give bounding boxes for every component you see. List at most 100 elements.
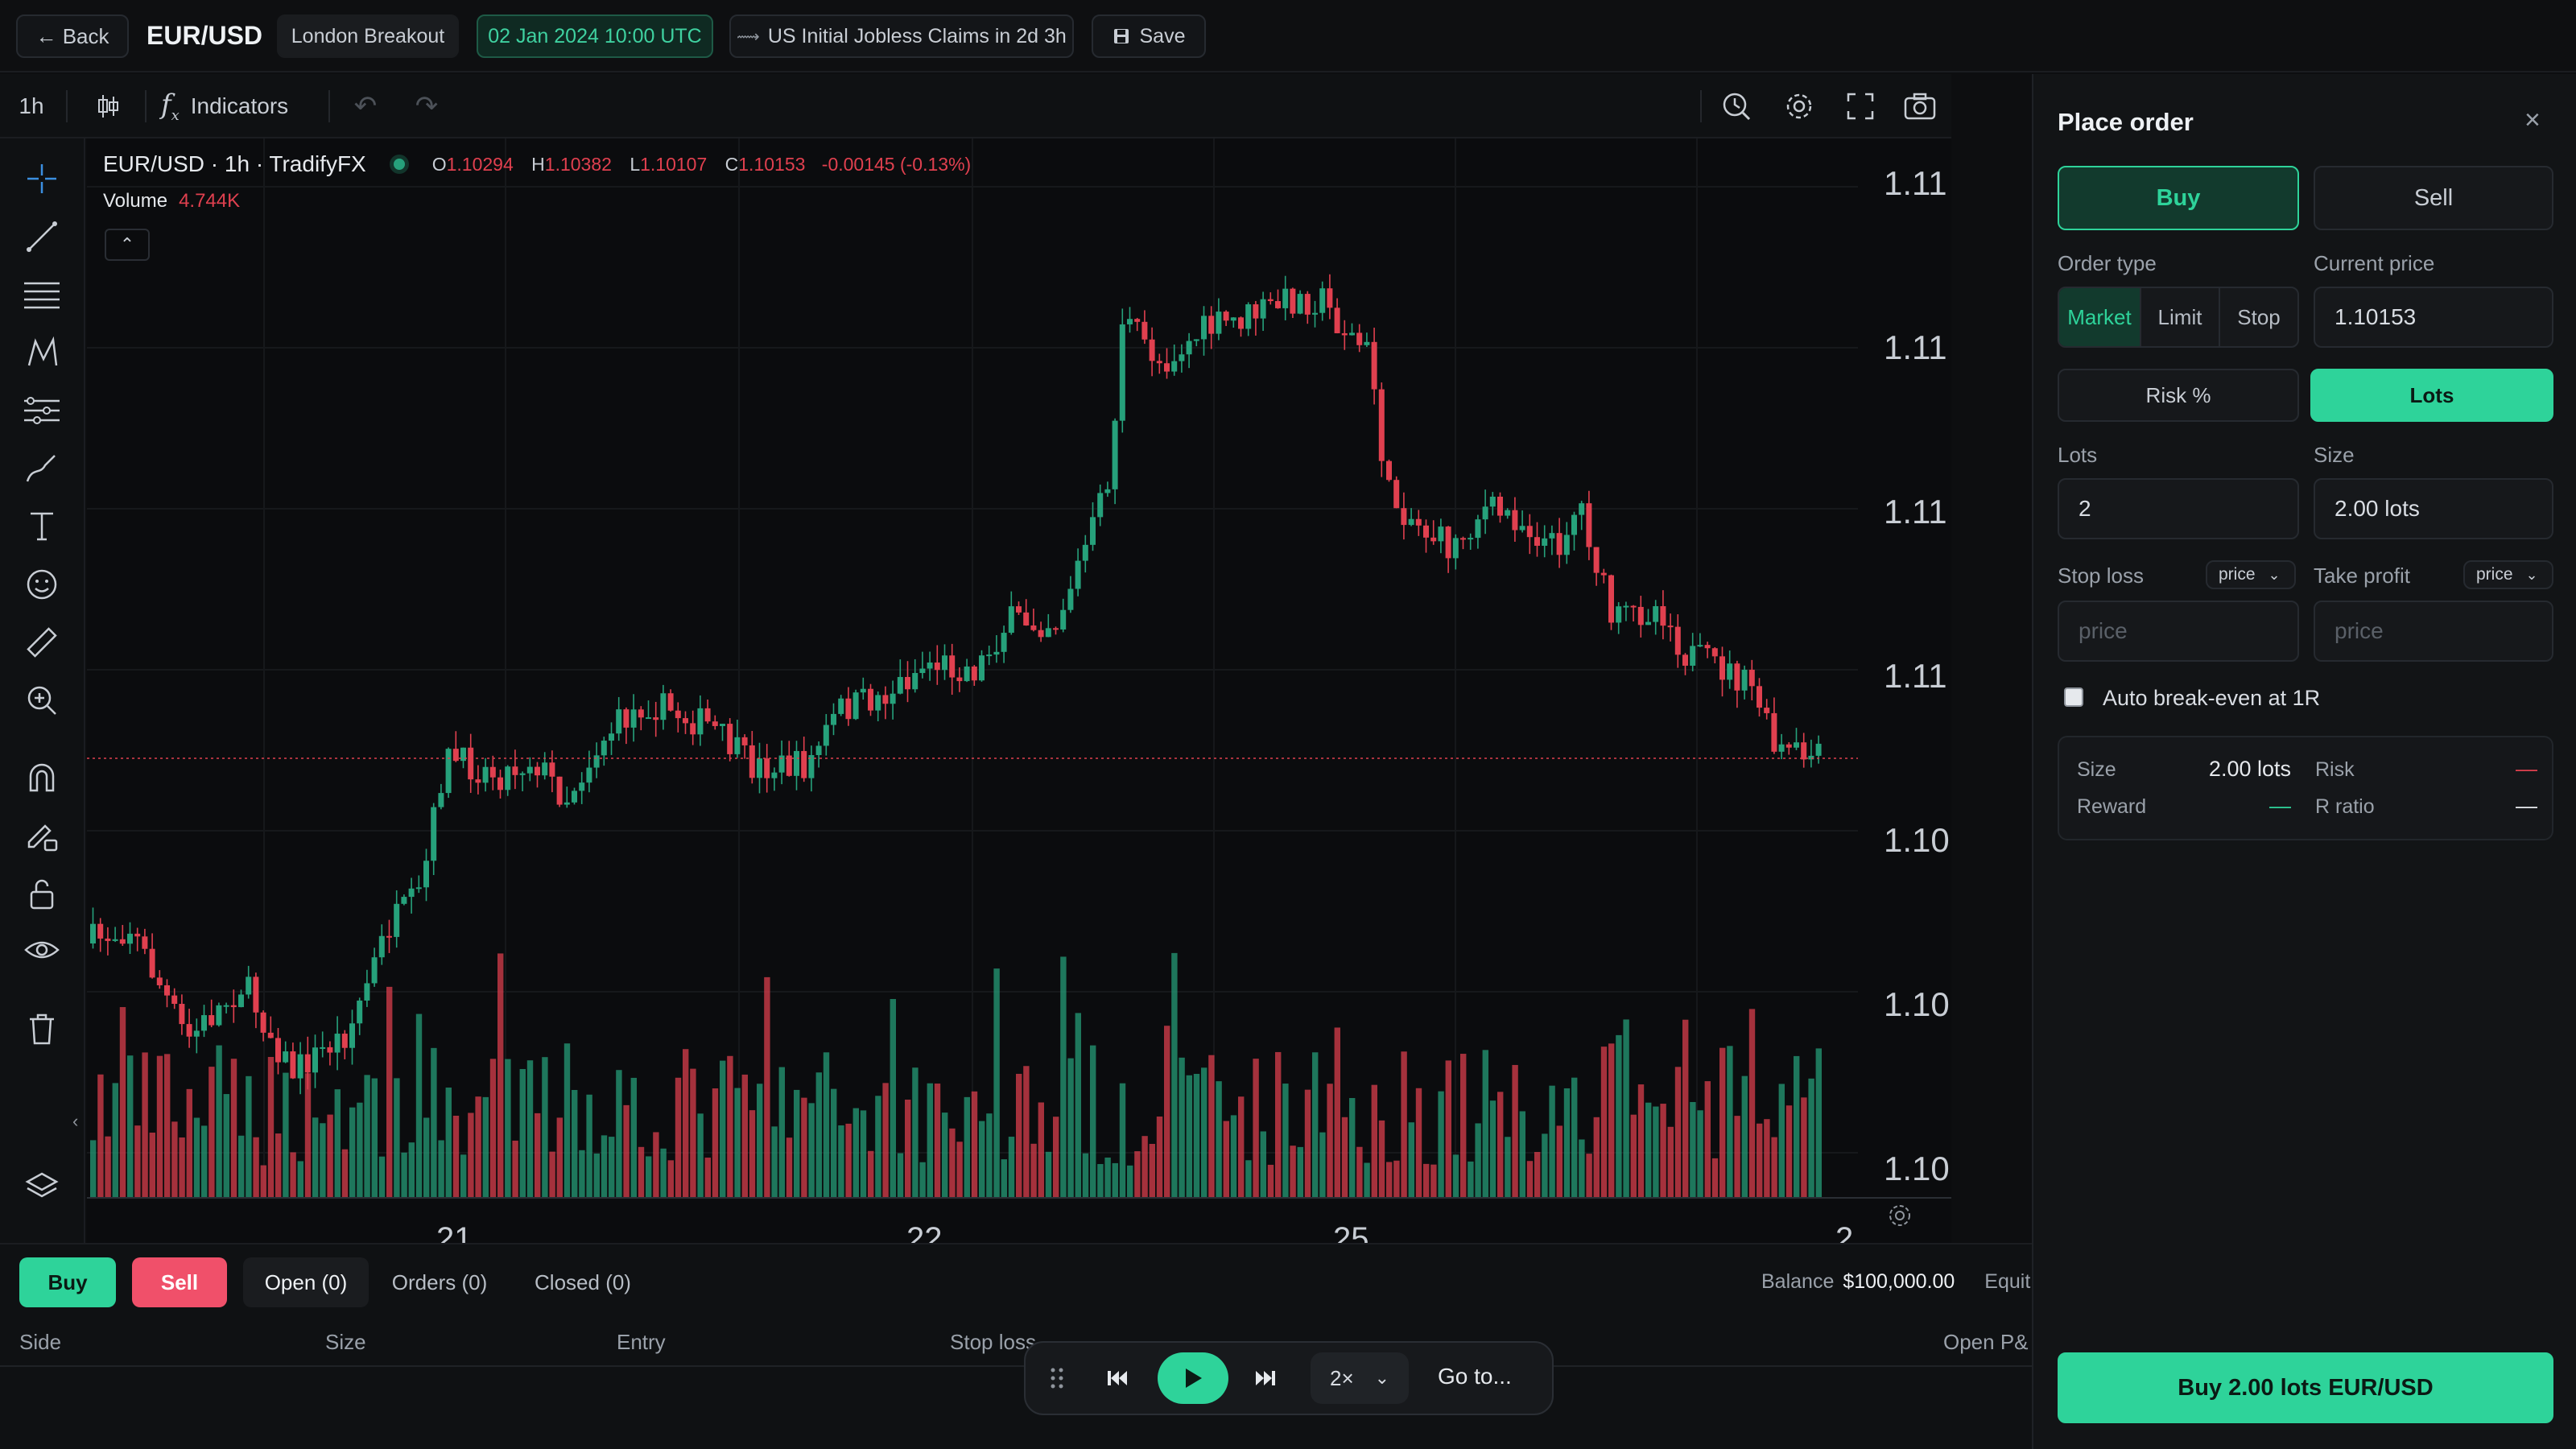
goto-button[interactable]: Go to...: [1438, 1364, 1512, 1389]
order-type-limit[interactable]: Limit: [2140, 288, 2219, 346]
volume-bar: [971, 1091, 978, 1198]
current-price-field[interactable]: 1.10153: [2314, 287, 2553, 348]
step-forward-button[interactable]: [1251, 1364, 1280, 1393]
settings-button[interactable]: [1779, 74, 1819, 138]
back-button[interactable]: ← Back: [16, 14, 129, 58]
settings-small-icon: [1889, 1205, 1910, 1226]
delete-tool[interactable]: [18, 1005, 66, 1053]
price-tick-label: 1.11: [1884, 493, 1947, 530]
lock-drawing-tool[interactable]: [18, 811, 66, 860]
screenshot-button[interactable]: [1900, 74, 1940, 138]
trendline-tool[interactable]: [18, 213, 66, 261]
live-dot-icon: [393, 159, 405, 170]
replay-controls: 2× ⌄ Go to...: [1024, 1341, 1554, 1415]
take-profit-input[interactable]: price: [2314, 601, 2553, 662]
buy-side-button[interactable]: Buy: [2058, 166, 2299, 230]
axis-settings-button[interactable]: [1887, 1203, 1913, 1228]
zoom-tool[interactable]: [18, 676, 66, 724]
ruler-tool[interactable]: [18, 618, 66, 667]
volume-bar: [334, 1089, 341, 1198]
undo-icon: ↶: [353, 91, 378, 122]
volume-bar: [1660, 1104, 1666, 1198]
save-button[interactable]: Save: [1092, 14, 1206, 58]
ohlc-low-label: L: [630, 153, 641, 175]
candle-type-button[interactable]: [85, 74, 130, 138]
drag-handle[interactable]: [1050, 1364, 1064, 1393]
prediction-tool[interactable]: [18, 386, 66, 435]
visibility-tool[interactable]: [18, 927, 66, 976]
size-field[interactable]: 2.00 lots: [2314, 478, 2553, 539]
volume-bar: [1653, 1106, 1659, 1198]
forecast-icon: [24, 397, 60, 424]
event-badge[interactable]: ⟿ US Initial Jobless Claims in 2d 3h: [729, 14, 1074, 58]
volume-bar: [238, 1135, 245, 1198]
volume-bar: [208, 1067, 215, 1198]
price-chart[interactable]: 1.11 1.11 1.11 1.11 1.10 1.10 1.10 21 22 25 2 EUR…: [87, 138, 1951, 1243]
alert-button[interactable]: [1716, 74, 1757, 138]
quick-buy-button[interactable]: Buy: [19, 1257, 116, 1307]
risk-percent-toggle[interactable]: Risk %: [2058, 369, 2299, 422]
candle: [801, 750, 807, 778]
layers-tool[interactable]: [18, 1162, 66, 1211]
candle: [512, 766, 518, 775]
crosshair-tool[interactable]: [18, 155, 66, 203]
redo-button[interactable]: ↷: [409, 74, 444, 138]
candle: [1364, 341, 1370, 345]
tab-orders[interactable]: Orders (0): [391, 1269, 488, 1294]
volume-bar: [1645, 1102, 1652, 1198]
quick-sell-button[interactable]: Sell: [132, 1257, 227, 1307]
collapse-legend-button[interactable]: ⌃: [105, 229, 150, 261]
auto-break-even-checkbox[interactable]: [2064, 687, 2083, 707]
stop-loss-input[interactable]: price: [2058, 601, 2299, 662]
horizontal-lines-icon: [24, 282, 60, 309]
candle: [757, 758, 762, 778]
volume-bar: [638, 1146, 645, 1198]
close-panel-button[interactable]: ×: [2524, 105, 2541, 136]
sell-side-button[interactable]: Sell: [2314, 166, 2553, 230]
magnet-tool[interactable]: [18, 753, 66, 802]
fib-tool[interactable]: [18, 270, 66, 319]
lots-toggle[interactable]: Lots: [2310, 369, 2553, 422]
volume-bar: [927, 1083, 933, 1198]
chevron-down-icon: ⌄: [2525, 566, 2538, 583]
collapse-toolbar-button[interactable]: ‹: [72, 1111, 85, 1146]
volume-bar: [364, 1075, 370, 1198]
volume-bar: [341, 1149, 349, 1198]
chart-canvas[interactable]: 1.11 1.11 1.11 1.11 1.10 1.10 1.10 21 22 25 2: [87, 138, 1951, 1243]
submit-order-button[interactable]: Buy 2.00 lots EUR/USD: [2058, 1352, 2553, 1423]
candle: [1475, 519, 1481, 539]
volume-bar: [408, 1142, 415, 1198]
order-type-market[interactable]: Market: [2059, 288, 2140, 346]
timeframe-button[interactable]: 1h: [19, 93, 44, 118]
fullscreen-button[interactable]: [1840, 74, 1880, 138]
volume-bar: [1201, 1067, 1208, 1198]
volume-bar: [1794, 1055, 1800, 1198]
candle: [482, 766, 489, 783]
volume-bar: [993, 968, 1000, 1198]
lock-tool[interactable]: [18, 869, 66, 918]
brush-tool[interactable]: [18, 444, 66, 493]
order-type-stop[interactable]: Stop: [2219, 288, 2297, 346]
take-profit-mode-select[interactable]: price ⌄: [2463, 560, 2553, 589]
tab-open[interactable]: Open (0): [243, 1257, 369, 1307]
candle: [1645, 621, 1651, 625]
candle: [1275, 301, 1281, 308]
order-summary: Size 2.00 lots Risk — Reward — R ratio —: [2058, 736, 2553, 840]
speed-select[interactable]: 2× ⌄: [1311, 1352, 1409, 1404]
candle: [1586, 503, 1592, 547]
candle: [601, 741, 607, 756]
candle: [1008, 606, 1014, 634]
stop-loss-mode-select[interactable]: price ⌄: [2206, 560, 2296, 589]
candle: [1386, 460, 1392, 481]
volume-bar: [378, 1156, 386, 1198]
pattern-tool[interactable]: [18, 328, 66, 377]
undo-button[interactable]: ↶: [348, 74, 383, 138]
indicators-button[interactable]: fx Indicators: [161, 74, 314, 138]
text-tool[interactable]: [18, 502, 66, 551]
lots-input[interactable]: 2: [2058, 478, 2299, 539]
step-back-button[interactable]: [1103, 1364, 1132, 1393]
play-button[interactable]: [1158, 1352, 1228, 1404]
volume-legend: Volume 4.744K: [103, 190, 240, 213]
emoji-tool[interactable]: [18, 560, 66, 609]
tab-closed[interactable]: Closed (0): [535, 1269, 631, 1294]
